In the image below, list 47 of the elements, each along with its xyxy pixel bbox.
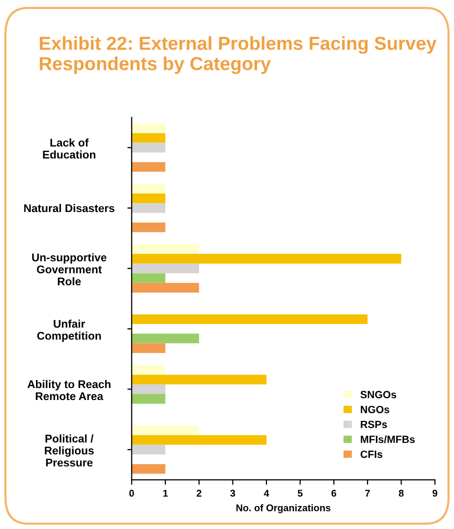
bar [132, 374, 266, 384]
bar [132, 334, 200, 344]
legend-label: SNGOs [360, 390, 396, 398]
bar [132, 343, 166, 353]
x-tick-label: 8 [398, 490, 404, 497]
y-tick-label: Un-supportive Government Role [32, 253, 106, 286]
bar [132, 184, 166, 194]
bar [132, 142, 166, 152]
x-tick-label: 1 [163, 490, 168, 497]
y-tick-label: Unfair Competition [37, 320, 101, 342]
bar [132, 264, 200, 274]
chart-title: Exhibit 22: External Problems Facing Survey Respondents by Category [40, 36, 437, 74]
bar [132, 282, 200, 293]
bar [132, 162, 166, 172]
y-tick-label: Political / Religious Pressure [44, 434, 94, 467]
x-tick-label: 0 [129, 490, 134, 497]
x-tick-label: 9 [432, 490, 438, 497]
bar [132, 244, 200, 254]
bar [132, 435, 266, 445]
x-tick-label: 2 [196, 490, 202, 497]
x-axis-title: No. of Organizations [236, 504, 330, 514]
x-tick-label: 7 [365, 490, 370, 497]
y-tick-label: Lack of Education [43, 138, 96, 159]
bar [132, 222, 166, 232]
legend-label: CFIs [360, 450, 382, 458]
legend-label: MFIs/MFBs [360, 435, 415, 444]
bar [132, 384, 166, 394]
bar [132, 194, 166, 204]
bar [132, 365, 166, 375]
bar [132, 203, 166, 213]
x-tick-label: 3 [230, 490, 236, 497]
bar [132, 133, 166, 143]
bar [132, 394, 166, 404]
bar [132, 254, 402, 264]
x-tick-label: 4 [264, 490, 270, 497]
legend-label: RSPs [360, 420, 387, 428]
bar [132, 444, 166, 454]
bar [132, 273, 166, 283]
bar [132, 123, 166, 134]
bar [132, 425, 200, 436]
y-tick-label: Natural Disasters [24, 204, 114, 212]
x-tick-label: 6 [331, 490, 336, 497]
legend-label: NGOs [360, 406, 390, 414]
x-tick-label: 5 [298, 490, 303, 497]
bar [132, 314, 368, 324]
bar [132, 464, 166, 474]
y-tick-label: Ability to Reach Remote Area [27, 380, 110, 400]
